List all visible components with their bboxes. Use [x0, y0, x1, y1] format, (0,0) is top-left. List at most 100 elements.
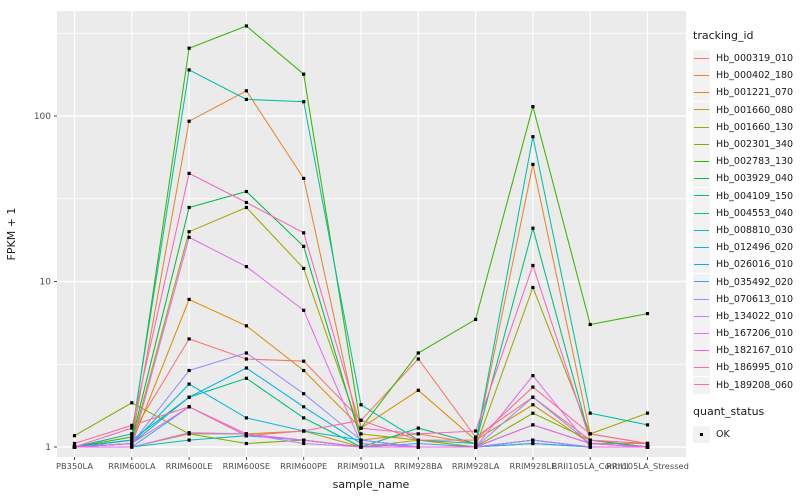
- data-point: [416, 388, 420, 392]
- legend-entry: Hb_003929_040: [693, 170, 799, 188]
- series-line-key-icon: [693, 376, 710, 394]
- legend-entry-label: Hb_000319_010: [716, 53, 794, 65]
- data-point: [531, 162, 535, 166]
- data-point: [302, 308, 306, 312]
- data-point: [645, 441, 650, 446]
- data-point: [130, 435, 134, 439]
- data-point: [244, 441, 248, 446]
- data-point: [588, 438, 592, 442]
- legend-entry-label: Hb_001221_070: [716, 87, 794, 99]
- data-points: [72, 24, 650, 449]
- data-point: [187, 431, 191, 435]
- data-point: [244, 432, 248, 436]
- legend: tracking_id Hb_000319_010 Hb_000402_180 Hb…: [693, 29, 799, 443]
- x-tick-label: RRIM928BA: [394, 461, 443, 471]
- series-line-key-icon: [693, 187, 710, 205]
- data-point: [244, 265, 248, 269]
- shape-legend-title: quant_status: [693, 404, 765, 418]
- x-tick-label: PB350LA: [56, 461, 93, 471]
- data-point: [130, 445, 134, 449]
- data-point: [588, 411, 592, 415]
- data-point: [130, 438, 134, 442]
- legend-entry: Hb_167206_010: [693, 325, 799, 343]
- data-point: [130, 426, 134, 430]
- data-point: [244, 324, 248, 328]
- legend-entry: Hb_070613_010: [693, 290, 799, 308]
- data-point: [416, 351, 420, 355]
- data-point: [302, 359, 306, 363]
- legend-entry-label: Hb_134022_010: [716, 310, 794, 322]
- data-point: [416, 426, 420, 430]
- legend-entry-label: Hb_012496_020: [716, 242, 794, 254]
- color-legend: tracking_id Hb_000319_010 Hb_000402_180 Hb…: [693, 29, 799, 394]
- x-tick-label: RRIM600LA: [108, 461, 156, 471]
- series-line-key-icon: [693, 84, 710, 102]
- x-tick-label: RRII105LA_Control: [552, 461, 629, 471]
- data-point: [187, 46, 191, 50]
- data-point: [531, 395, 535, 399]
- series-line-key-icon: [693, 101, 710, 119]
- data-point: [302, 231, 306, 235]
- data-point: [302, 176, 306, 180]
- data-point: [588, 445, 592, 449]
- data-point: [302, 368, 306, 373]
- x-tick-label: RRIM901LA: [337, 461, 385, 471]
- y-tick-label: 100: [34, 112, 51, 122]
- data-point: [588, 441, 592, 446]
- legend-entry-ok: OK: [693, 425, 799, 443]
- data-point: [130, 432, 134, 436]
- data-point: [588, 432, 592, 436]
- data-point: [531, 385, 535, 389]
- data-point: [588, 322, 592, 327]
- data-point: [302, 438, 306, 442]
- data-point: [531, 135, 535, 139]
- data-point: [72, 441, 77, 446]
- legend-entry: Hb_186995_010: [693, 359, 799, 377]
- data-point: [244, 205, 248, 210]
- data-point: [187, 395, 191, 399]
- data-point: [302, 416, 306, 420]
- data-point: [130, 423, 134, 427]
- data-point: [474, 441, 478, 446]
- x-tick-label: RRII105LA_Stressed: [606, 461, 689, 471]
- legend-entry: Hb_001660_130: [693, 118, 799, 136]
- legend-entry-label: Hb_001660_080: [716, 104, 794, 116]
- data-point: [244, 89, 248, 93]
- data-point: [359, 441, 363, 446]
- data-point: [645, 445, 650, 449]
- legend-entry-label: OK: [716, 428, 730, 440]
- y-axis-title: FPKM + 1: [5, 208, 18, 261]
- legend-entry: Hb_012496_020: [693, 239, 799, 257]
- legend-entry-label: Hb_035492_020: [716, 276, 794, 288]
- color-legend-entries: Hb_000319_010 Hb_000402_180 Hb_001221_070 H…: [693, 50, 799, 394]
- data-point: [302, 405, 306, 409]
- series-line-key-icon: [693, 50, 710, 68]
- data-point: [244, 351, 248, 355]
- data-point: [302, 244, 306, 248]
- legend-entry-label: Hb_008810_030: [716, 224, 794, 236]
- legend-entry-label: Hb_182167_010: [716, 345, 794, 357]
- legend-entry: Hb_004109_150: [693, 187, 799, 205]
- data-point: [474, 438, 478, 442]
- data-point: [416, 432, 420, 436]
- data-point: [645, 423, 650, 427]
- gridlines: [57, 11, 686, 457]
- data-point: [187, 438, 191, 442]
- data-point: [359, 418, 363, 422]
- legend-entry: Hb_026016_010: [693, 256, 799, 274]
- y-tick-label: 10: [40, 278, 52, 288]
- series-line-key-icon: [693, 273, 710, 291]
- data-point: [474, 317, 478, 321]
- data-point: [187, 297, 191, 301]
- legend-entry: Hb_002783_130: [693, 153, 799, 171]
- legend-entry: Hb_002301_340: [693, 136, 799, 154]
- data-point: [474, 445, 478, 449]
- y-tick-label: 1: [45, 443, 51, 453]
- legend-entry: Hb_182167_010: [693, 342, 799, 360]
- legend-entry-label: Hb_189208_060: [716, 379, 794, 391]
- series-line-key-icon: [693, 307, 710, 325]
- legend-entry-label: Hb_003929_040: [716, 173, 794, 185]
- data-point: [244, 434, 248, 438]
- series-line-key-icon: [693, 204, 710, 222]
